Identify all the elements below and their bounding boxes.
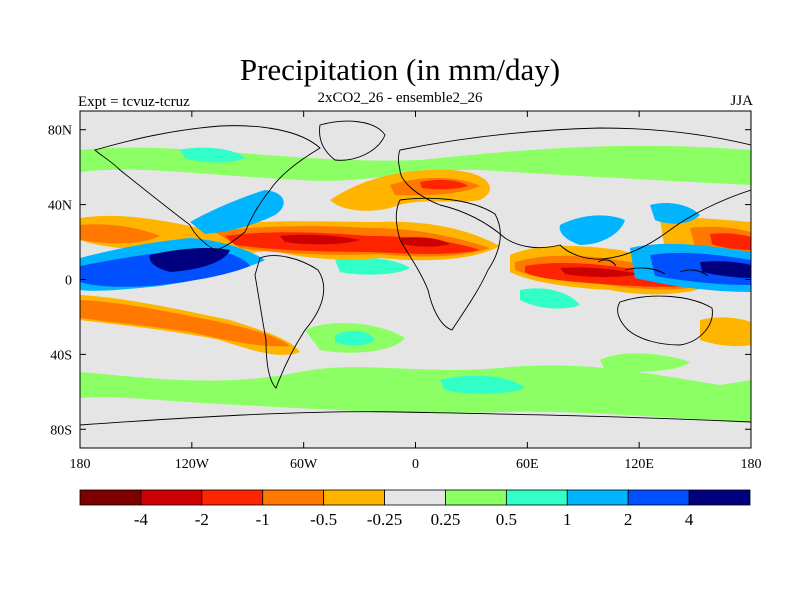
- coastline-africa: [395, 197, 501, 331]
- map-panel: 80N 40N 0 40S 80S 180 120W 60W 0 60E 120E 180: [48, 110, 762, 472]
- field-teal-southern: [440, 375, 525, 394]
- field-darkred-core: [280, 234, 640, 277]
- field-green-arctic: [80, 145, 751, 185]
- lat-tick-label: 0: [65, 274, 72, 289]
- experiment-label: Expt = tcvuz-tcruz: [78, 94, 190, 110]
- field-red-west-pacific: [710, 233, 751, 250]
- lon-tick-label: 60E: [516, 457, 539, 472]
- colorbar-label: -1: [256, 510, 270, 529]
- colorbar-label: 0.5: [496, 510, 517, 529]
- lon-tick-label: 60W: [290, 457, 318, 472]
- coastlines: [80, 120, 751, 426]
- colorbar-label: 0.25: [431, 510, 461, 529]
- colorbar-label: 4: [685, 510, 694, 529]
- coastline-australia: [617, 295, 713, 346]
- field-red-orange-south-pacific: [80, 300, 290, 347]
- lat-tick-label: 80S: [50, 423, 72, 438]
- field-teal-patch-south-atlantic: [335, 330, 375, 346]
- colorbar-swatch: [566, 489, 629, 506]
- colorbar-swatch: [384, 489, 446, 506]
- colorbar-label: -0.25: [367, 510, 402, 529]
- lat-tick-label: 80N: [48, 124, 72, 139]
- lon-tick-label: 180: [741, 457, 762, 472]
- longitude-axis: 180 120W 60W 0 60E 120E 180: [70, 111, 762, 472]
- precipitation-fields: [80, 120, 751, 426]
- colorbar-swatch: [323, 489, 385, 506]
- lon-tick-label: 120E: [624, 457, 654, 472]
- map-title: Precipitation (in mm/day): [239, 52, 561, 87]
- colorbar-swatch: [445, 489, 507, 506]
- map-subtitle: 2xCO2_26 - ensemble2_26: [317, 90, 483, 106]
- field-red-north-atlantic: [420, 179, 468, 190]
- lat-tick-label: 40N: [48, 199, 72, 214]
- coastline-antarctica: [80, 411, 751, 426]
- colorbar-swatch: [201, 489, 264, 506]
- coastline-maritime-islands: [597, 259, 709, 277]
- season-label: JJA: [730, 93, 753, 109]
- colorbar-swatch: [688, 489, 751, 506]
- coastline-north-america: [94, 125, 321, 251]
- colorbar-swatch: [140, 489, 203, 506]
- colorbar: -4 -2 -1 -0.5 -0.25 0.25 0.5 1 2 4: [79, 489, 751, 529]
- colorbar-label: -0.5: [310, 510, 337, 529]
- field-blue-east-asia: [559, 203, 700, 245]
- lat-tick-label: 40S: [50, 348, 72, 363]
- latitude-axis: 80N 40N 0 40S 80S: [48, 124, 751, 438]
- colorbar-swatch: [79, 489, 142, 506]
- coastline-greenland: [319, 120, 386, 161]
- field-navy-core-east-pacific: [149, 247, 230, 272]
- coastline-eurasia: [398, 127, 751, 260]
- field-green-southern-ocean: [80, 365, 751, 422]
- field-teal-indian-ocean-south: [520, 288, 580, 309]
- colorbar-swatch: [262, 489, 325, 506]
- field-green-patch-2: [600, 353, 690, 372]
- lon-tick-label: 0: [412, 457, 419, 472]
- colorbar-label: -2: [195, 510, 209, 529]
- field-teal-atlantic-1: [335, 257, 410, 275]
- coastline-south-america: [254, 255, 325, 389]
- colorbar-swatch: [505, 489, 568, 506]
- colorbar-label: 1: [563, 510, 572, 529]
- lon-tick-label: 180: [70, 457, 91, 472]
- field-orange-south-indian: [700, 317, 751, 347]
- lon-tick-label: 120W: [175, 457, 210, 472]
- field-navy-core-west-pacific: [700, 261, 751, 278]
- field-teal-arctic: [180, 147, 245, 163]
- field-blue-north-america: [190, 190, 284, 234]
- field-darkblue-west-pacific: [650, 252, 751, 285]
- colorbar-label: -4: [134, 510, 149, 529]
- colorbar-swatch: [627, 489, 690, 506]
- colorbar-label: 2: [624, 510, 633, 529]
